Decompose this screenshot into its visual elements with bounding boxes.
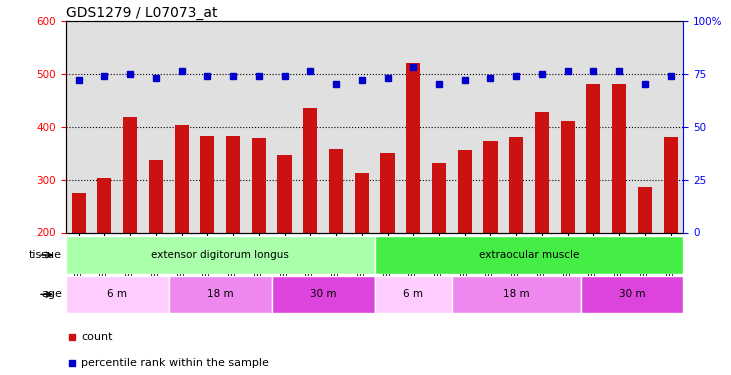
Bar [303, 108, 317, 232]
Bar [406, 63, 420, 232]
Text: GDS1279 / L07073_at: GDS1279 / L07073_at [66, 6, 217, 20]
Text: extraocular muscle: extraocular muscle [479, 250, 579, 260]
Bar [272, 276, 374, 313]
Text: 30 m: 30 m [310, 290, 336, 299]
Bar [123, 117, 137, 232]
Bar [200, 136, 214, 232]
Bar [612, 84, 626, 232]
Bar [329, 149, 343, 232]
Bar [278, 154, 292, 232]
Text: 6 m: 6 m [107, 290, 127, 299]
Bar [226, 136, 240, 232]
Bar [458, 150, 471, 232]
Bar [380, 153, 395, 232]
Bar [374, 276, 452, 313]
Bar [586, 84, 600, 232]
Text: age: age [41, 290, 62, 299]
Text: 30 m: 30 m [618, 290, 645, 299]
Bar [169, 276, 272, 313]
Bar [452, 276, 580, 313]
Text: percentile rank within the sample: percentile rank within the sample [81, 358, 269, 369]
Bar [374, 236, 683, 274]
Text: 18 m: 18 m [207, 290, 233, 299]
Text: 6 m: 6 m [404, 290, 423, 299]
Bar [664, 137, 678, 232]
Bar [97, 178, 111, 232]
Bar [580, 276, 683, 313]
Text: count: count [81, 332, 113, 342]
Bar [535, 112, 549, 232]
Bar [432, 163, 446, 232]
Bar [251, 138, 266, 232]
Bar [175, 125, 189, 232]
Text: extensor digitorum longus: extensor digitorum longus [151, 250, 289, 260]
Bar [66, 276, 169, 313]
Text: 18 m: 18 m [503, 290, 529, 299]
Bar [72, 193, 86, 232]
Bar [483, 141, 498, 232]
Bar [638, 188, 652, 232]
Bar [355, 172, 369, 232]
Bar [561, 121, 575, 232]
Bar [509, 137, 523, 232]
Bar [149, 160, 163, 232]
Bar [66, 236, 375, 274]
Text: tissue: tissue [29, 250, 62, 260]
